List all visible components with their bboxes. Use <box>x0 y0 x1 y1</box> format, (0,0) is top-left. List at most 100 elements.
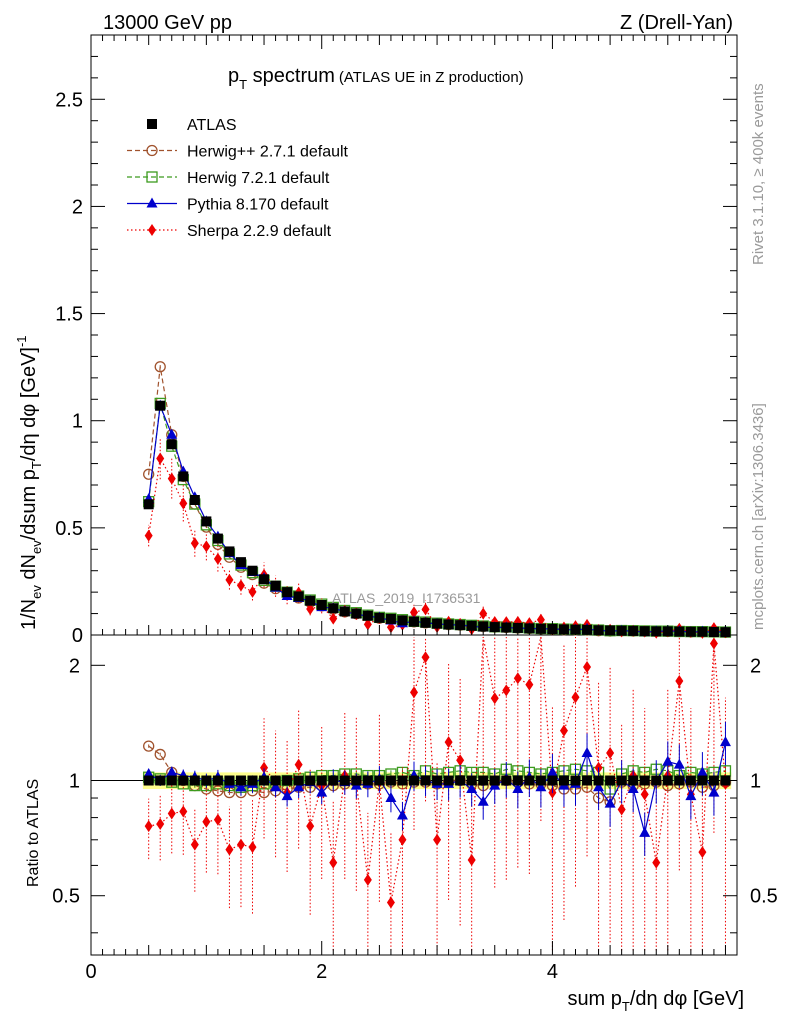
ratio-point-atlas <box>489 775 500 786</box>
point-sherpa-2-2-9-default <box>248 585 257 598</box>
ratio-point-sherpa-2-2-9-default <box>525 678 534 691</box>
ratio-point-sherpa-2-2-9-default <box>456 754 465 767</box>
ratio-point-atlas <box>628 775 639 786</box>
ratio-point-pythia-8-170-default <box>604 797 616 808</box>
ratio-point-sherpa-2-2-9-default <box>144 820 153 833</box>
ratio-point-atlas <box>224 775 235 786</box>
ratio-point-atlas <box>605 775 616 786</box>
ratio-point-sherpa-2-2-9-default <box>502 684 511 697</box>
point-sherpa-2-2-9-default <box>479 607 488 620</box>
y-axis-label-main: 1/Nev dNev/dsum pT/dη dφ [GeV]-1 <box>14 335 44 630</box>
ratio-point-atlas <box>409 775 419 786</box>
point-atlas <box>328 603 339 614</box>
point-sherpa-2-2-9-default <box>225 573 234 586</box>
ratio-point-sherpa-2-2-9-default <box>202 815 211 828</box>
ratio-point-atlas <box>455 775 466 786</box>
ratio-point-sherpa-2-2-9-default <box>583 660 592 673</box>
ratio-point-atlas <box>570 775 581 786</box>
ratio-point-sherpa-2-2-9-default <box>329 856 338 869</box>
legend-label: Pythia 8.170 default <box>187 197 329 214</box>
ratio-point-sherpa-2-2-9-default <box>213 813 222 826</box>
ratio-point-atlas <box>432 775 443 786</box>
ratio-point-atlas <box>478 775 489 786</box>
ratio-point-atlas <box>339 775 350 786</box>
legend-label: ATLAS <box>187 117 237 134</box>
point-atlas <box>535 623 546 634</box>
ratio-point-atlas <box>616 775 627 786</box>
ratio-point-pythia-8-170-default <box>396 809 408 820</box>
ratio-point-sherpa-2-2-9-default <box>236 838 245 851</box>
legend-label: Sherpa 2.2.9 default <box>187 223 332 240</box>
line-sherpa-2-2-9-default <box>148 456 726 634</box>
ratio-point-pythia-8-170-default <box>719 736 731 747</box>
point-atlas <box>166 439 177 450</box>
ratio-y-tick-label: 2 <box>69 655 80 677</box>
point-atlas <box>189 495 200 505</box>
ratio-point-atlas <box>305 775 316 786</box>
point-sherpa-2-2-9-default <box>156 452 165 465</box>
ratio-point-atlas <box>385 775 396 786</box>
ratio-point-atlas <box>166 775 177 786</box>
ratio-point-atlas <box>316 775 327 786</box>
ratio-point-sherpa-2-2-9-default <box>156 817 165 830</box>
ratio-point-pythia-8-170-default <box>581 747 593 758</box>
point-atlas <box>316 600 327 610</box>
ratio-point-atlas <box>374 775 385 786</box>
point-sherpa-2-2-9-default <box>179 497 188 510</box>
ratio-point-sherpa-2-2-9-default <box>190 838 199 851</box>
y-tick-label-main: 2 <box>72 196 83 218</box>
ratio-point-pythia-8-170-default <box>535 781 547 792</box>
ratio-point-herwig-2-7-1-default <box>154 748 166 761</box>
y-tick-label-main: 1 <box>72 411 83 433</box>
point-sherpa-2-2-9-default <box>536 613 545 626</box>
ratio-point-atlas <box>328 775 339 786</box>
point-atlas <box>259 574 270 585</box>
ratio-point-herwig-2-7-1-default <box>258 786 270 799</box>
ratio-point-sherpa-2-2-9-default <box>444 736 453 749</box>
y-tick-label-main: 2.5 <box>55 89 83 111</box>
point-sherpa-2-2-9-default <box>167 472 176 485</box>
point-sherpa-2-2-9-default <box>213 552 222 565</box>
ratio-point-pythia-8-170-default <box>143 767 155 778</box>
ratio-point-pythia-8-170-default <box>293 781 305 792</box>
ratio-point-pythia-8-170-default <box>546 766 558 777</box>
ratio-point-sherpa-2-2-9-default <box>617 803 626 816</box>
ratio-point-sherpa-2-2-9-default <box>490 692 499 705</box>
ratio-point-atlas <box>582 775 593 786</box>
ratio-point-pythia-8-170-default <box>685 790 697 801</box>
point-atlas <box>466 620 477 631</box>
ratio-point-sherpa-2-2-9-default <box>248 841 257 854</box>
point-sherpa-2-2-9-default <box>363 618 372 631</box>
point-atlas <box>512 622 523 633</box>
plot-title: pT spectrum (ATLAS UE in Z production) <box>228 65 524 92</box>
ratio-point-sherpa-2-2-9-default <box>698 846 707 859</box>
series-main-sherpa-2-2-9-default <box>144 437 730 639</box>
header-right: Z (Drell-Yan) <box>620 12 733 34</box>
point-sherpa-2-2-9-default <box>202 540 211 553</box>
legend-label: Herwig++ 2.7.1 default <box>187 144 349 161</box>
point-sherpa-2-2-9-default <box>190 537 199 550</box>
ratio-point-atlas <box>189 775 200 786</box>
point-atlas <box>385 613 396 624</box>
point-sherpa-2-2-9-default <box>236 579 245 592</box>
ratio-point-atlas <box>293 775 304 786</box>
ratio-point-atlas <box>247 775 258 786</box>
x-tick-label: 4 <box>547 961 558 983</box>
ratio-point-atlas <box>501 775 512 786</box>
ratio-point-pythia-8-170-default <box>662 755 674 766</box>
point-atlas <box>339 606 350 617</box>
point-atlas <box>178 471 189 482</box>
ratio-point-sherpa-2-2-9-default <box>167 807 176 820</box>
ratio-y-tick-label: 0.5 <box>52 886 80 908</box>
ratio-point-atlas <box>212 775 223 786</box>
ratio-point-atlas <box>270 775 281 786</box>
point-atlas <box>409 616 419 627</box>
ratio-point-sherpa-2-2-9-default <box>513 672 522 685</box>
series-ratio-atlas <box>143 775 731 786</box>
ratio-point-atlas <box>708 775 719 786</box>
ratio-point-sherpa-2-2-9-default <box>410 686 418 699</box>
ratio-point-atlas <box>443 775 454 786</box>
y-tick-label-main: 1.5 <box>55 304 83 326</box>
ratio-point-sherpa-2-2-9-default <box>386 896 395 909</box>
ratio-point-atlas <box>362 775 373 786</box>
